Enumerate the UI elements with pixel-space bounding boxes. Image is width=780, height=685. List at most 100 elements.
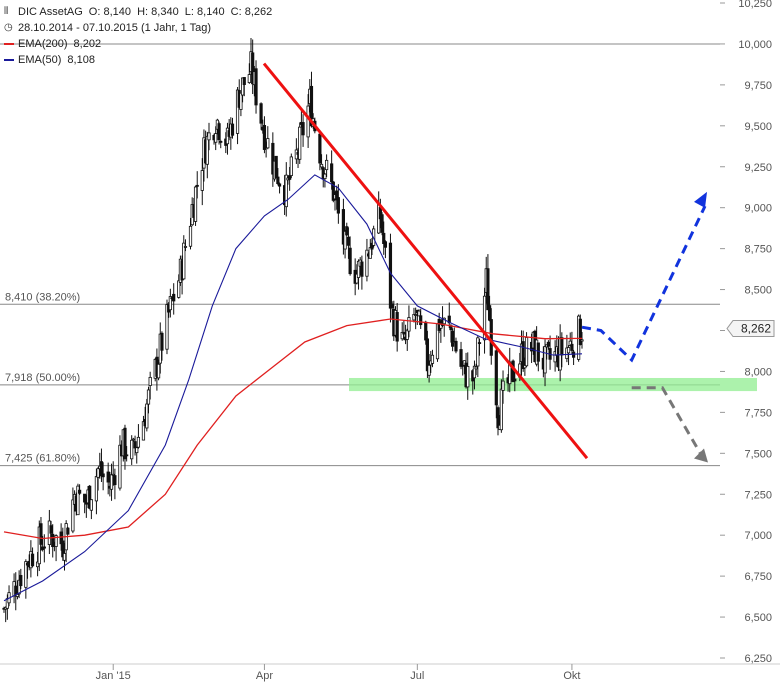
- candle: [88, 484, 92, 510]
- ema50-swatch: [4, 59, 14, 61]
- legend-period-row: ◷ 28.10.2014 - 07.10.2015 (1 Jahr, 1 Tag…: [4, 20, 272, 36]
- ema200-label: EMA(200): [18, 38, 68, 50]
- y-tick-label: 8,750: [744, 244, 772, 256]
- candle: [136, 424, 141, 449]
- candle: [284, 162, 288, 217]
- candle: [109, 463, 114, 501]
- candle: [400, 322, 404, 341]
- y-tick-label: 6,500: [744, 612, 772, 624]
- candle: [521, 330, 525, 372]
- candle: [301, 114, 305, 147]
- candle: [101, 462, 105, 491]
- candle: [106, 462, 110, 495]
- downtrend-line: [262, 62, 589, 460]
- fib-level-label: 7,918 (50.00%): [5, 372, 80, 384]
- candle: [7, 585, 11, 607]
- candle: [430, 349, 435, 368]
- candle: [214, 126, 218, 151]
- candle: [274, 155, 278, 179]
- last-price-marker: 8,262: [726, 320, 775, 338]
- candle: [548, 335, 552, 370]
- candle: [133, 435, 137, 456]
- candle: [494, 347, 498, 419]
- y-tick-label: 7,500: [744, 448, 772, 460]
- y-tick-label: 9,250: [744, 162, 772, 174]
- candle: [382, 221, 386, 255]
- candle: [217, 121, 221, 145]
- candle: [578, 314, 582, 346]
- y-tick-label: 10,250: [738, 0, 772, 10]
- y-tick-label: 9,000: [744, 203, 772, 215]
- candle: [183, 239, 188, 252]
- ohlc-values: O: 8,140 H: 8,340 L: 8,140 C: 8,262: [88, 6, 273, 18]
- clock-icon: ◷: [4, 22, 13, 33]
- candle: [89, 499, 93, 520]
- candle: [476, 335, 480, 378]
- candle: [419, 308, 423, 329]
- ema50-line: [3, 174, 583, 602]
- x-axis: Jan '15 Apr Jul Okt: [0, 663, 780, 682]
- candle: [388, 233, 393, 323]
- candle: [348, 236, 352, 276]
- candle: [266, 126, 270, 150]
- y-tick-label: 7,000: [744, 530, 772, 542]
- candle: [235, 87, 240, 145]
- candle: [113, 468, 117, 500]
- candle: [447, 302, 451, 329]
- candle: [78, 484, 82, 495]
- candle: [118, 435, 122, 491]
- candle: [570, 331, 574, 355]
- candle: [262, 116, 267, 154]
- candle: [482, 287, 487, 354]
- candle: [19, 568, 23, 590]
- candle: [451, 328, 455, 352]
- candle: [54, 534, 58, 562]
- candle: [195, 171, 199, 199]
- candle: [298, 122, 302, 164]
- candle: [125, 446, 129, 462]
- ema50-label: EMA(50): [18, 54, 62, 66]
- candle: [486, 254, 490, 311]
- candle: [247, 63, 251, 84]
- candle: [395, 302, 399, 352]
- candle: [306, 94, 310, 148]
- candle: [543, 339, 547, 387]
- candle: [51, 524, 55, 558]
- y-tick-label: 9,750: [744, 80, 772, 92]
- candle: [145, 398, 149, 432]
- candle: [123, 424, 127, 470]
- candle: [566, 345, 571, 366]
- candle: [177, 274, 181, 299]
- candle: [294, 138, 298, 164]
- candle: [148, 371, 152, 400]
- candle: [182, 235, 186, 280]
- candle: [336, 184, 340, 224]
- candle: [135, 446, 139, 464]
- candle: [165, 299, 169, 355]
- ema200-swatch: [4, 43, 14, 45]
- ema200-line: [3, 318, 583, 540]
- x-tick-label: Okt: [563, 670, 580, 682]
- legend-ema200-row: EMA(200) 8,202: [4, 36, 272, 52]
- legend-ema50-row: EMA(50) 8,108: [4, 52, 272, 68]
- candle: [309, 71, 314, 128]
- candle: [141, 415, 146, 441]
- candle: [277, 182, 282, 194]
- candle: [271, 132, 275, 187]
- y-tick-label: 6,750: [744, 571, 772, 583]
- candle: [360, 255, 364, 290]
- candle: [230, 117, 235, 139]
- last-price-label: 8,262: [741, 322, 771, 336]
- candle: [341, 198, 346, 255]
- candle: [553, 340, 557, 372]
- candle: [454, 337, 458, 354]
- candle: [205, 131, 209, 179]
- candle: [380, 212, 384, 236]
- candle: [39, 517, 43, 551]
- period-text: 28.10.2014 - 07.10.2015 (1 Jahr, 1 Tag): [18, 22, 212, 34]
- bearish-arrowhead: [694, 448, 708, 463]
- support-zone: [349, 377, 757, 392]
- candle: [219, 139, 223, 149]
- candle: [571, 349, 576, 366]
